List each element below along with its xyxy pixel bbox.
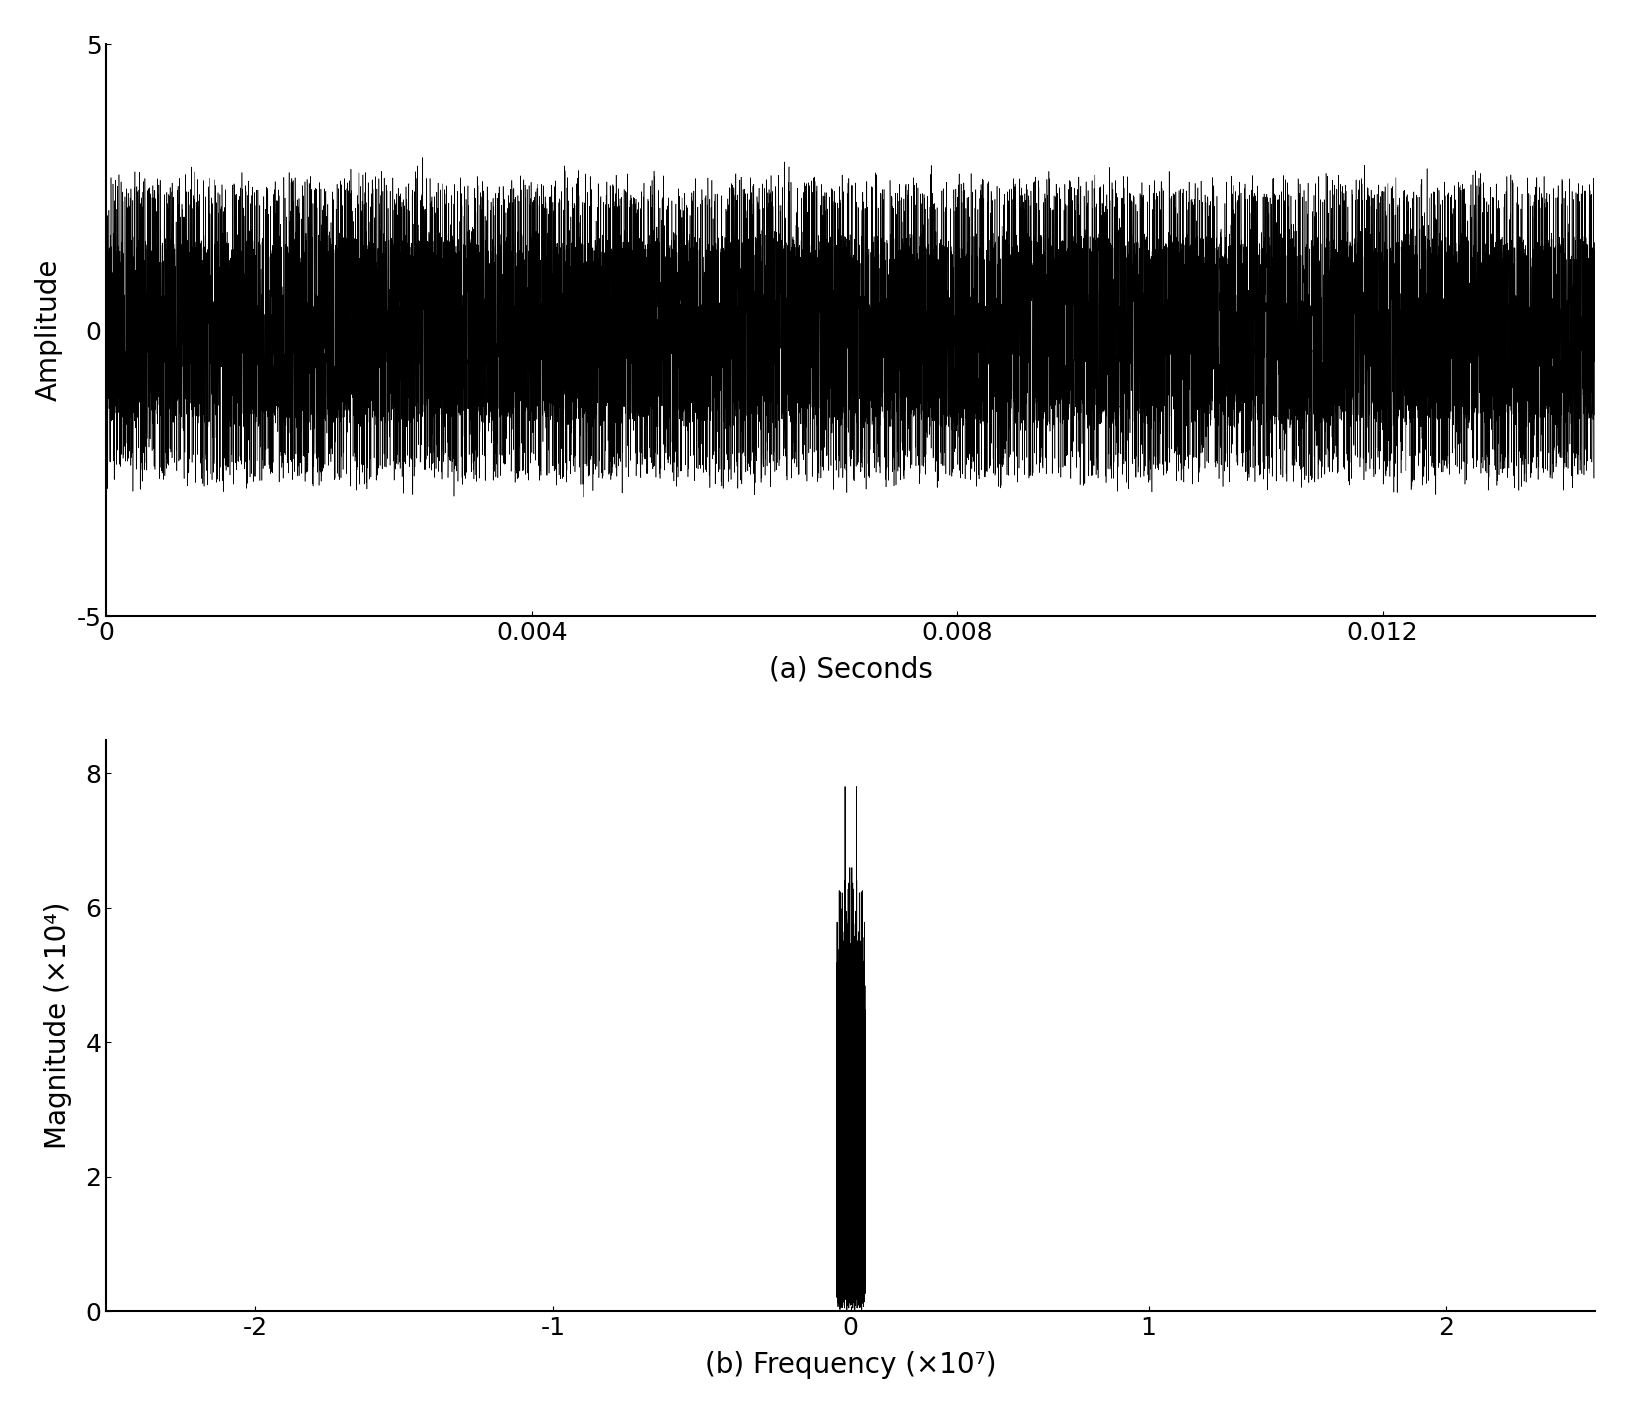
Y-axis label: Amplitude: Amplitude <box>34 259 62 402</box>
X-axis label: (b) Frequency (×10⁷): (b) Frequency (×10⁷) <box>706 1352 996 1379</box>
X-axis label: (a) Seconds: (a) Seconds <box>769 656 932 684</box>
Y-axis label: Magnitude (×10⁴): Magnitude (×10⁴) <box>44 902 72 1150</box>
